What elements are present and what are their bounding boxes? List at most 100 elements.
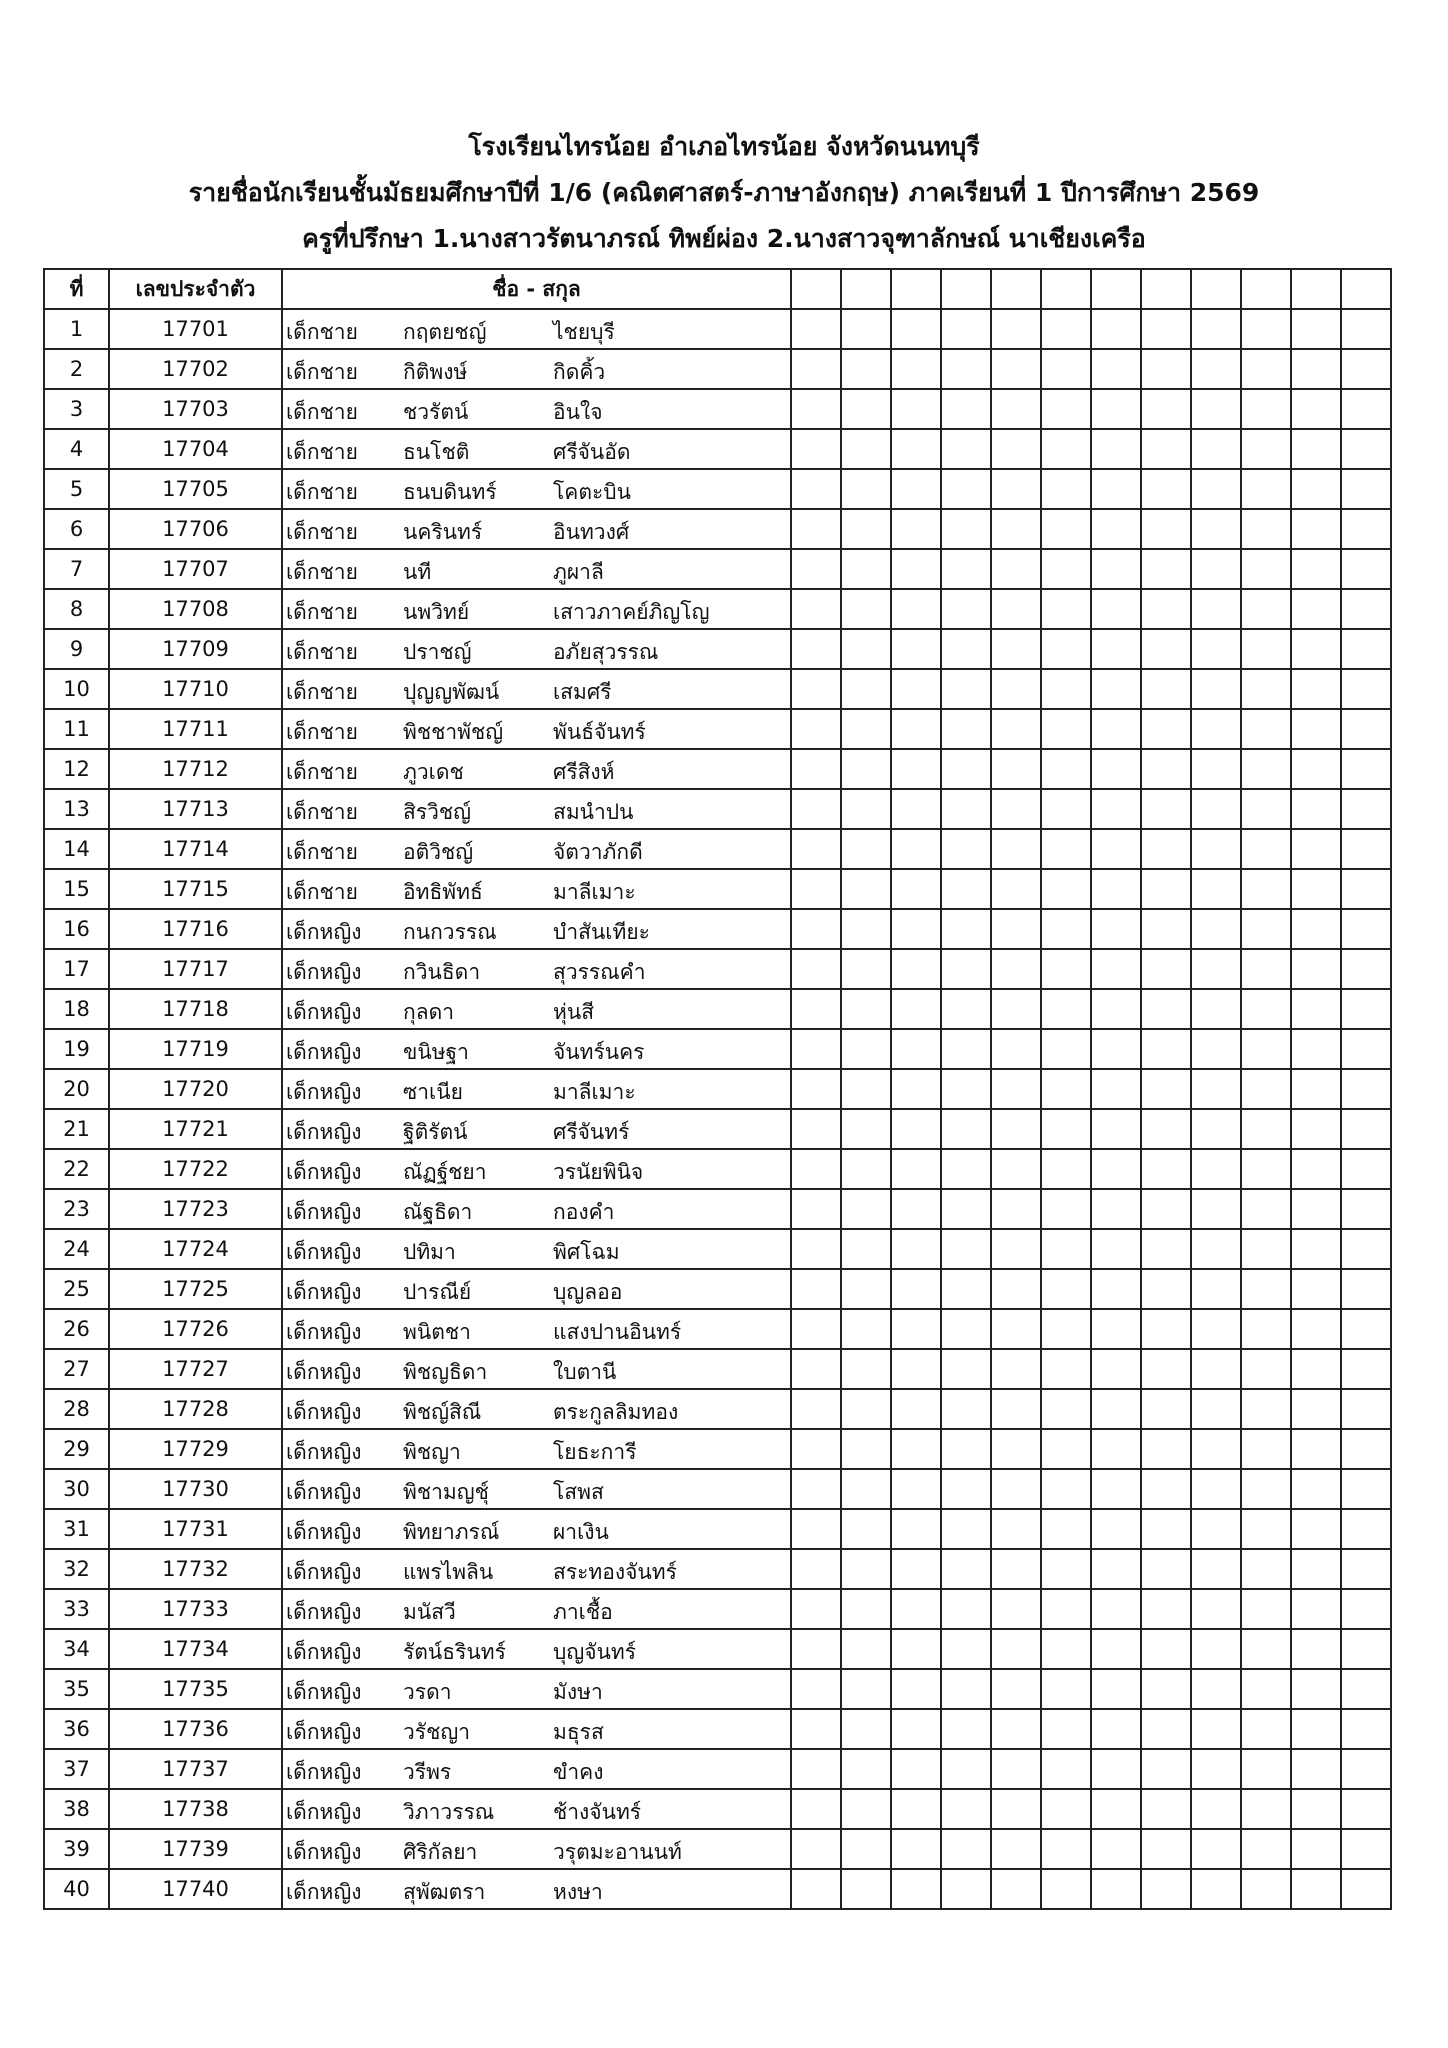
blank-cell: [1340, 828, 1392, 870]
blank-cell: [840, 1788, 892, 1830]
first-name: มนัสวี: [403, 1600, 456, 1624]
student-id: 17740: [108, 1868, 283, 1910]
blank-cell: [890, 988, 942, 1030]
blank-cell: [840, 1708, 892, 1750]
student-id: 17701: [108, 308, 283, 350]
row-number: 21: [43, 1108, 110, 1150]
blank-cell: [1240, 868, 1292, 910]
first-name: วรัชญา: [403, 1720, 471, 1744]
first-name: สิรวิชญ์: [403, 800, 472, 824]
blank-cell: [1090, 1588, 1142, 1630]
blank-cell: [1290, 1788, 1342, 1830]
blank-cell: [1140, 388, 1192, 430]
row-number: 34: [43, 1628, 110, 1670]
last-name: ศรีจันทร์: [553, 1120, 630, 1144]
last-name: ภาเชื้อ: [553, 1600, 613, 1624]
row-number: 17: [43, 948, 110, 990]
last-name: หงษา: [553, 1880, 603, 1904]
blank-cell: [840, 1668, 892, 1710]
blank-cell: [840, 988, 892, 1030]
first-name: พิชามญชุ์: [403, 1480, 489, 1504]
blank-cell: [1140, 1428, 1192, 1470]
name-prefix: เด็กหญิง: [286, 1800, 362, 1824]
blank-cell: [1190, 868, 1242, 910]
blank-cell: [940, 1228, 992, 1270]
blank-cell: [790, 788, 842, 830]
blank-cell: [1090, 948, 1142, 990]
blank-cell: [1290, 1228, 1342, 1270]
last-name: ศรีจันอัด: [553, 440, 631, 464]
first-name: กนกวรรณ: [403, 920, 497, 944]
student-id: 17717: [108, 948, 283, 990]
table-row: 12 17712 เด็กชาย ภูวเดช ศรีสิงห์: [43, 748, 1392, 790]
blank-cell: [1040, 1028, 1092, 1070]
last-name: เสาวภาคย์ภิญโญ: [553, 600, 710, 624]
blank-cell: [840, 588, 892, 630]
table-row: 30 17730 เด็กหญิง พิชามญชุ์ โสพส: [43, 1468, 1392, 1510]
row-number: 28: [43, 1388, 110, 1430]
student-id: 17721: [108, 1108, 283, 1150]
blank-cell: [1290, 868, 1342, 910]
student-id: 17734: [108, 1628, 283, 1670]
first-name: พิชญ์สิณี: [403, 1400, 482, 1424]
blank-cell: [1090, 428, 1142, 470]
blank-cell: [1040, 1828, 1092, 1870]
blank-cell: [1140, 548, 1192, 590]
blank-cell: [890, 548, 942, 590]
blank-cell: [1090, 1228, 1142, 1270]
blank-cell: [990, 668, 1042, 710]
student-name: เด็กชาย ธนบดินทร์ โคตะบิน: [281, 468, 792, 510]
blank-cell: [840, 548, 892, 590]
blank-cell: [790, 1068, 842, 1110]
blank-cell: [1240, 1788, 1292, 1830]
blank-cell: [990, 1028, 1042, 1070]
blank-cell: [1190, 1668, 1242, 1710]
blank-cell: [840, 628, 892, 670]
last-name: ใบตานี: [553, 1360, 617, 1384]
blank-cell: [790, 1348, 842, 1390]
first-name: พิชญธิดา: [403, 1360, 488, 1384]
table-row: 16 17716 เด็กหญิง กนกวรรณ บำสันเทียะ: [43, 908, 1392, 950]
blank-cell: [1340, 1548, 1392, 1590]
blank-cell: [990, 748, 1042, 790]
blank-cell: [1190, 1068, 1242, 1110]
blank-cell: [990, 908, 1042, 950]
blank-cell: [890, 788, 942, 830]
blank-cell: [990, 1668, 1042, 1710]
blank-cell: [790, 1588, 842, 1630]
student-id: 17715: [108, 868, 283, 910]
name-prefix: เด็กหญิง: [286, 1880, 362, 1904]
blank-cell: [1040, 788, 1092, 830]
first-name: อติวิชญ์: [403, 840, 474, 864]
blank-cell: [890, 1708, 942, 1750]
blank-cell: [1090, 1028, 1142, 1070]
blank-cell: [1090, 1428, 1142, 1470]
blank-cell: [840, 348, 892, 390]
first-name: อิทธิพัทธ์: [403, 880, 483, 904]
blank-cell: [1040, 1188, 1092, 1230]
blank-cell: [840, 948, 892, 990]
blank-cell: [1190, 1708, 1242, 1750]
row-number: 13: [43, 788, 110, 830]
blank-cell: [1040, 1628, 1092, 1670]
blank-cell: [940, 1588, 992, 1630]
row-number: 10: [43, 668, 110, 710]
blank-cell: [790, 1628, 842, 1670]
blank-cell: [840, 1828, 892, 1870]
blank-cell: [1040, 428, 1092, 470]
blank-cell: [890, 868, 942, 910]
blank-cell: [1140, 1588, 1192, 1630]
blank-cell: [1040, 308, 1092, 350]
blank-cell: [940, 548, 992, 590]
table-row: 37 17737 เด็กหญิง วรีพร ขำคง: [43, 1748, 1392, 1790]
student-id: 17708: [108, 588, 283, 630]
blank-cell: [840, 1868, 892, 1910]
blank-cell: [940, 1468, 992, 1510]
blank-cell: [940, 668, 992, 710]
row-number: 39: [43, 1828, 110, 1870]
blank-cell: [940, 1148, 992, 1190]
student-id: 17725: [108, 1268, 283, 1310]
blank-cell: [1190, 1868, 1242, 1910]
blank-cell: [990, 348, 1042, 390]
blank-cell: [990, 468, 1042, 510]
